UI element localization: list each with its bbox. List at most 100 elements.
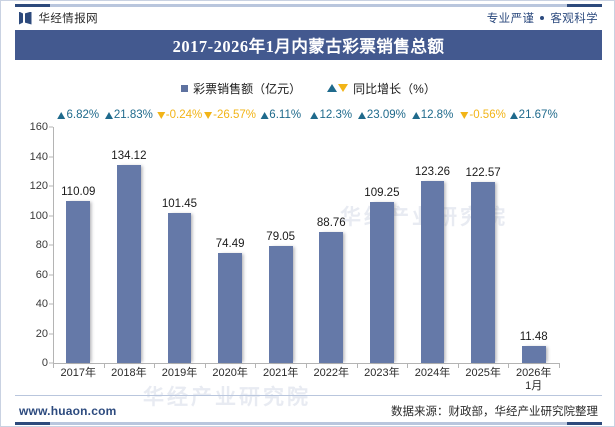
- growth-value-label: 21.67%: [518, 109, 558, 121]
- bar[interactable]: [420, 181, 445, 363]
- y-axis-tick-label: 160: [29, 121, 48, 133]
- bar-group[interactable]: 11.48: [519, 127, 548, 363]
- tagline-right: 客观科学: [550, 13, 598, 25]
- x-axis-tick-mark: [356, 363, 358, 368]
- x-axis-tick-mark: [103, 363, 105, 368]
- bar[interactable]: [521, 346, 546, 363]
- x-axis-labels: 2017年 2018年 2019年 2020年 2021年 2022年 2023年 2024年…: [53, 367, 559, 399]
- bar-group[interactable]: 109.25: [364, 127, 399, 363]
- growth-annotation: 6.82%: [57, 109, 99, 121]
- bar-group[interactable]: 101.45: [162, 127, 197, 363]
- bottom-decorative-rule: [15, 422, 602, 425]
- x-axis-tick-mark: [53, 363, 54, 368]
- x-axis-label: 2022年: [313, 367, 350, 379]
- y-axis-tick-label: 140: [29, 150, 48, 163]
- bar-value-label: 101.45: [161, 198, 198, 211]
- bar[interactable]: [471, 182, 495, 363]
- bar-group[interactable]: 122.57: [466, 127, 501, 363]
- x-axis-label: 2019年: [161, 367, 198, 379]
- bar-group[interactable]: 79.05: [266, 127, 296, 363]
- triangle-up-icon: [260, 111, 269, 119]
- bar[interactable]: [167, 213, 192, 363]
- bar-value-label: 122.57: [465, 167, 501, 180]
- y-axis-tick-mark: [49, 274, 53, 275]
- growth-value-label: -0.56%: [469, 109, 506, 121]
- growth-value-label: 6.82%: [66, 109, 100, 121]
- bar-value-label: 110.09: [61, 185, 96, 198]
- footer-url[interactable]: www.huaon.com: [19, 404, 117, 418]
- title-bar: 2017-2026年1月内蒙古彩票销售总额: [15, 30, 602, 60]
- triangle-up-icon: [509, 111, 518, 119]
- x-axis-label: 2023年: [364, 367, 400, 379]
- page-title: 2017-2026年1月内蒙古彩票销售总额: [172, 37, 445, 56]
- header-tagline: 专业严谨 客观科学: [487, 10, 598, 26]
- growth-value-label: -26.57%: [213, 109, 257, 121]
- triangle-up-icon: [327, 84, 338, 92]
- bar[interactable]: [319, 232, 344, 363]
- growth-annotation: 12.8%: [411, 109, 453, 121]
- bar-value-label: 88.76: [316, 217, 346, 230]
- growth-value-label: 23.09%: [366, 109, 406, 121]
- triangle-up-icon: [57, 111, 66, 119]
- bar-group[interactable]: 134.12: [111, 127, 146, 363]
- growth-value-label: 12.3%: [319, 109, 353, 121]
- bar-value-label: 74.49: [215, 238, 245, 251]
- growth-annotation: 21.83%: [104, 109, 153, 121]
- bar[interactable]: [66, 200, 91, 363]
- y-axis-tick-label: 100: [29, 209, 48, 222]
- bar[interactable]: [117, 165, 141, 363]
- bar[interactable]: [218, 253, 242, 363]
- bar-value-label: 134.12: [111, 150, 147, 163]
- y-axis-tick-label: 20: [35, 327, 48, 340]
- bar[interactable]: [370, 201, 394, 363]
- x-axis-tick-mark: [306, 363, 307, 368]
- top-decorative-rule: [15, 4, 602, 7]
- x-axis-label: 2024年: [414, 367, 451, 379]
- growth-annotations: 6.82% 21.83% -0.24% -26.57% 6.11% 12.3% 23.09%…: [53, 109, 559, 125]
- growth-annotation: -0.56%: [460, 109, 506, 121]
- y-axis-tick-mark: [49, 333, 53, 334]
- legend-item-growth: 同比增长（%）: [327, 80, 436, 97]
- triangle-up-icon: [411, 111, 420, 119]
- triangle-up-icon: [357, 111, 366, 119]
- triangle-up-icon: [310, 111, 319, 119]
- bar-value-label: 79.05: [266, 231, 296, 244]
- y-axis-tick-label: 60: [35, 268, 48, 281]
- x-axis-label: 2026年 1月: [515, 367, 552, 392]
- y-axis-tick-mark: [49, 215, 53, 216]
- growth-value-label: 21.83%: [113, 109, 153, 121]
- y-axis-tick-label: 40: [35, 298, 48, 310]
- y-axis-ticks: 0 20 40 60 80 100 120 140 160: [30, 121, 558, 369]
- bar-group[interactable]: 123.26: [415, 127, 450, 363]
- huajing-logo-icon: [19, 11, 32, 25]
- bar-group[interactable]: 74.49: [215, 127, 245, 363]
- legend-triangle-pair-icon: [327, 84, 349, 92]
- y-axis-tick-mark: [49, 244, 53, 246]
- x-axis-tick-mark: [255, 363, 257, 368]
- growth-annotation: -0.24%: [156, 109, 203, 121]
- growth-annotation: 23.09%: [357, 109, 406, 121]
- y-axis-tick-label: 0: [41, 357, 48, 369]
- bar-group[interactable]: 88.76: [316, 127, 346, 363]
- growth-value-label: 6.11%: [269, 109, 302, 121]
- y-axis-tick-label: 80: [35, 239, 48, 251]
- legend-square-icon: [181, 84, 189, 92]
- x-axis-label: 2020年: [212, 367, 248, 379]
- y-axis-tick-label: 120: [29, 180, 48, 192]
- bar[interactable]: [268, 246, 293, 363]
- growth-annotation: -26.57%: [204, 109, 256, 121]
- y-axis-line: [53, 127, 54, 363]
- x-axis-tick-mark: [457, 363, 459, 368]
- x-axis-label: 2025年: [465, 367, 501, 379]
- triangle-down-icon: [338, 84, 349, 92]
- x-axis-label: 2021年: [262, 367, 299, 379]
- page-footer: www.huaon.com 数据来源：财政部，华经产业研究院整理: [1, 399, 615, 423]
- growth-annotation: 12.3%: [310, 109, 352, 121]
- x-axis-label: 2017年: [60, 367, 97, 379]
- bar-group[interactable]: 110.09: [61, 127, 95, 363]
- y-axis-tick-mark: [49, 303, 53, 305]
- triangle-down-icon: [204, 111, 213, 119]
- bar-value-label: 11.48: [519, 331, 548, 344]
- growth-value-label: -0.24%: [165, 109, 203, 121]
